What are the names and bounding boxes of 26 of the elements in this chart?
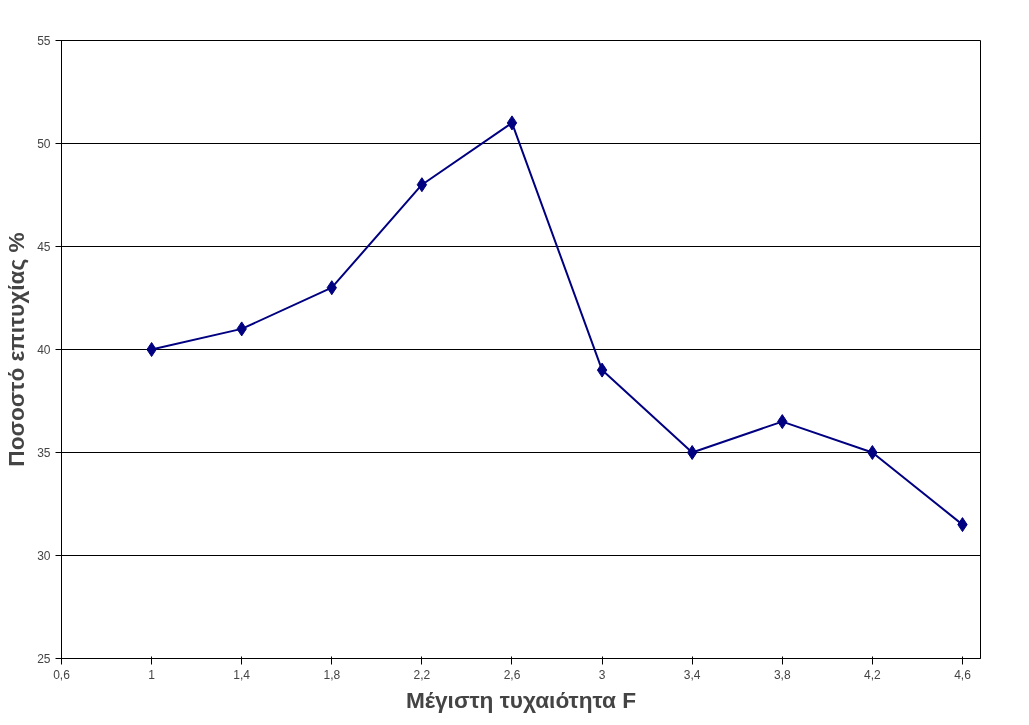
point xyxy=(596,362,608,378)
x-tick-label: 1,8 xyxy=(323,667,341,682)
x-tick-label: 2,2 xyxy=(413,667,431,682)
x-tick-label: 3,8 xyxy=(773,667,791,682)
x-tick-label: 1 xyxy=(148,667,156,682)
point xyxy=(867,445,878,460)
y-tick-label: 35 xyxy=(37,446,51,460)
x-tick-label: 0,6 xyxy=(53,667,71,682)
point xyxy=(416,177,428,193)
x-tick-label: 4,2 xyxy=(864,667,882,682)
x-axis-title: Μέγιστη τυχαιότητα F xyxy=(405,686,637,713)
x-tick-label: 1,4 xyxy=(233,667,251,682)
x-tick-label: 3,4 xyxy=(683,667,701,682)
point xyxy=(506,115,518,131)
point xyxy=(146,342,157,357)
x-tick-label: 3 xyxy=(598,667,606,682)
point xyxy=(687,445,698,460)
y-tick-label: 40 xyxy=(37,343,51,357)
y-tick-label: 45 xyxy=(37,240,51,254)
x-tick-label: 4,6 xyxy=(954,667,972,682)
y-tick-label: 50 xyxy=(37,137,51,151)
y-tick-label: 55 xyxy=(37,34,51,48)
y-tick-label: 25 xyxy=(37,652,51,666)
y-axis-title: Ποσοστό επιτυχίας % xyxy=(3,232,30,467)
x-tick-label: 2,6 xyxy=(503,667,521,682)
y-tick-label: 30 xyxy=(37,549,51,563)
